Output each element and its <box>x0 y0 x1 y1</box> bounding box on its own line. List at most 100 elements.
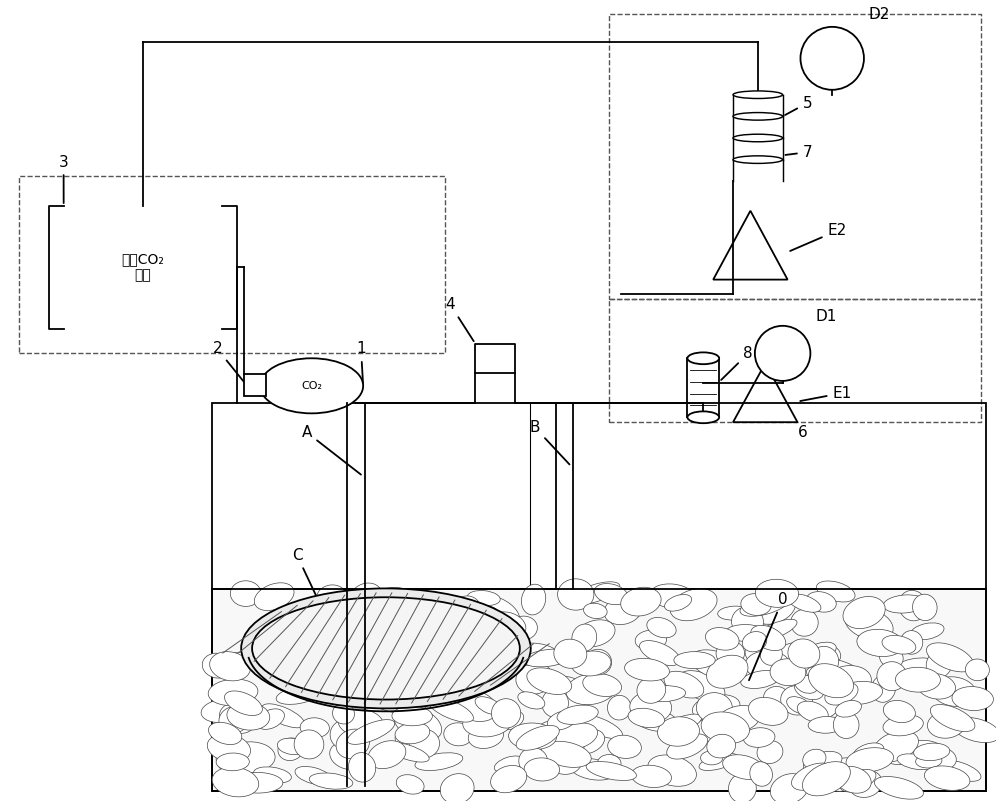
Ellipse shape <box>705 664 728 678</box>
Ellipse shape <box>516 663 553 694</box>
Ellipse shape <box>262 704 305 728</box>
Ellipse shape <box>300 718 329 737</box>
Ellipse shape <box>257 709 284 729</box>
Ellipse shape <box>840 770 876 792</box>
Ellipse shape <box>295 766 332 785</box>
Ellipse shape <box>494 756 523 772</box>
Ellipse shape <box>247 634 286 663</box>
Ellipse shape <box>372 615 415 635</box>
Text: 8: 8 <box>721 346 753 380</box>
Ellipse shape <box>759 657 788 680</box>
Ellipse shape <box>347 720 395 745</box>
Ellipse shape <box>665 594 692 611</box>
Ellipse shape <box>751 625 786 650</box>
Ellipse shape <box>647 617 676 638</box>
Ellipse shape <box>482 634 519 648</box>
Ellipse shape <box>733 113 783 120</box>
Ellipse shape <box>716 641 745 666</box>
Ellipse shape <box>432 607 477 631</box>
Ellipse shape <box>254 583 294 610</box>
Ellipse shape <box>428 697 473 722</box>
Ellipse shape <box>664 714 702 733</box>
Ellipse shape <box>576 715 623 738</box>
Ellipse shape <box>701 751 723 765</box>
Text: 2: 2 <box>212 341 253 394</box>
Ellipse shape <box>803 749 826 769</box>
Ellipse shape <box>897 753 935 770</box>
Ellipse shape <box>788 639 820 668</box>
Ellipse shape <box>368 741 406 769</box>
Ellipse shape <box>637 677 666 704</box>
Ellipse shape <box>394 707 442 741</box>
Ellipse shape <box>202 653 233 678</box>
Ellipse shape <box>299 626 342 650</box>
Ellipse shape <box>409 729 440 758</box>
Ellipse shape <box>541 741 591 767</box>
Ellipse shape <box>443 642 475 666</box>
Ellipse shape <box>755 580 799 607</box>
Ellipse shape <box>849 770 882 798</box>
Ellipse shape <box>930 704 975 732</box>
Ellipse shape <box>650 584 695 609</box>
Ellipse shape <box>896 598 919 616</box>
Ellipse shape <box>900 630 923 654</box>
Ellipse shape <box>910 623 944 640</box>
Ellipse shape <box>546 745 582 774</box>
Ellipse shape <box>252 597 520 700</box>
Ellipse shape <box>415 753 463 770</box>
Ellipse shape <box>336 729 369 758</box>
Ellipse shape <box>809 687 839 718</box>
Ellipse shape <box>929 748 956 770</box>
Ellipse shape <box>781 686 813 715</box>
Ellipse shape <box>338 709 383 737</box>
Ellipse shape <box>680 589 712 609</box>
Ellipse shape <box>566 673 617 704</box>
Ellipse shape <box>388 644 420 672</box>
Ellipse shape <box>323 676 345 700</box>
Ellipse shape <box>754 593 796 624</box>
Ellipse shape <box>808 663 854 698</box>
Ellipse shape <box>201 699 246 723</box>
Ellipse shape <box>806 592 836 612</box>
Ellipse shape <box>631 766 671 787</box>
Ellipse shape <box>491 699 521 728</box>
Text: 0: 0 <box>749 592 787 680</box>
Ellipse shape <box>209 722 242 745</box>
Ellipse shape <box>468 724 504 749</box>
Ellipse shape <box>558 579 594 610</box>
Ellipse shape <box>723 755 765 779</box>
Ellipse shape <box>554 639 587 668</box>
Ellipse shape <box>879 646 903 668</box>
Ellipse shape <box>216 745 256 775</box>
Ellipse shape <box>916 754 942 768</box>
Ellipse shape <box>808 716 844 733</box>
Ellipse shape <box>254 767 291 783</box>
Ellipse shape <box>628 708 665 728</box>
Ellipse shape <box>607 696 631 720</box>
Ellipse shape <box>745 650 790 679</box>
Text: 1: 1 <box>356 341 366 383</box>
Ellipse shape <box>678 671 725 702</box>
Ellipse shape <box>718 606 751 620</box>
Ellipse shape <box>488 654 518 681</box>
Ellipse shape <box>942 716 966 732</box>
Ellipse shape <box>493 701 518 717</box>
Ellipse shape <box>869 617 891 636</box>
Ellipse shape <box>556 716 593 745</box>
Ellipse shape <box>883 715 923 736</box>
Ellipse shape <box>635 630 667 650</box>
Ellipse shape <box>392 658 428 689</box>
Ellipse shape <box>788 594 821 613</box>
Ellipse shape <box>667 733 708 759</box>
Ellipse shape <box>395 727 435 755</box>
Ellipse shape <box>363 588 410 615</box>
Ellipse shape <box>542 689 568 717</box>
Ellipse shape <box>232 772 283 793</box>
Ellipse shape <box>375 663 409 689</box>
Ellipse shape <box>812 658 860 679</box>
Ellipse shape <box>449 637 483 666</box>
Ellipse shape <box>366 691 414 713</box>
Ellipse shape <box>760 642 782 665</box>
Ellipse shape <box>219 703 256 733</box>
Ellipse shape <box>354 603 393 634</box>
